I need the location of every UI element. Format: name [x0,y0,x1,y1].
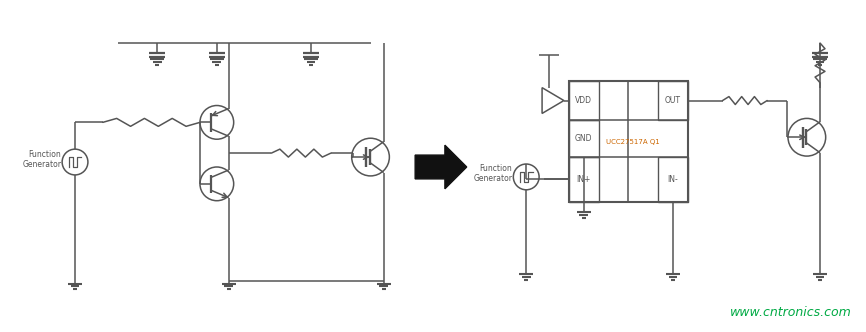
Text: Generator: Generator [474,174,513,183]
Text: IN+: IN+ [577,175,591,184]
Text: VDD: VDD [575,96,592,105]
Bar [658,81,688,121]
Text: www.cntronics.com: www.cntronics.com [730,306,851,319]
Bar [569,81,688,202]
FancyArrow shape [415,145,467,189]
Bar [569,157,598,202]
Bar [569,81,598,121]
Bar [658,157,688,202]
Text: OUT: OUT [665,96,681,105]
Text: IN-: IN- [668,175,678,184]
Bar [569,121,598,157]
Text: Function: Function [480,164,513,174]
Text: GND: GND [575,134,592,143]
Text: UCC27517A Q1: UCC27517A Q1 [606,139,660,145]
Text: Generator: Generator [23,159,61,169]
Text: Function: Function [29,150,61,159]
